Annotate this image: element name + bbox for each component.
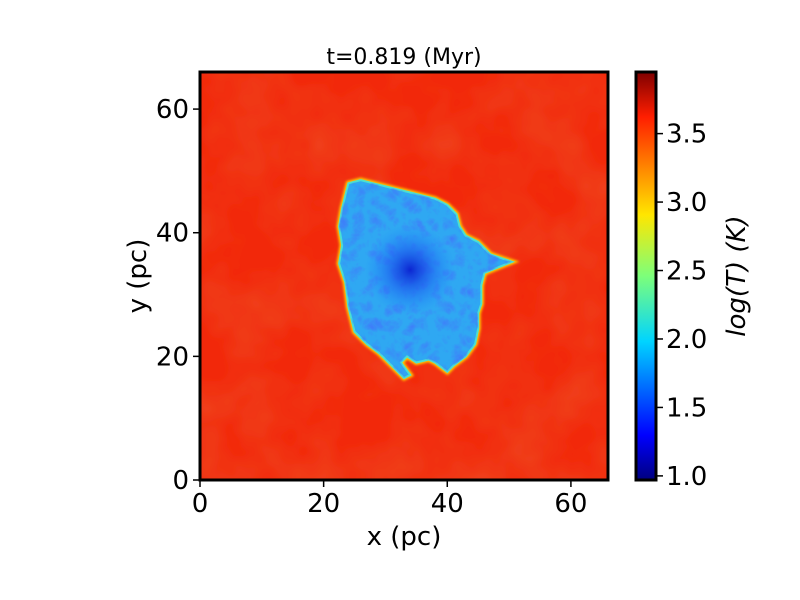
- y-axis-label: y (pc): [123, 239, 153, 314]
- colorbar-tick-label: 3.0: [666, 188, 707, 218]
- colorbar-tick-label: 1.5: [666, 393, 707, 423]
- x-axis-label: x (pc): [367, 522, 442, 552]
- colorbar-tick-label: 2.0: [666, 325, 707, 355]
- heatmap: [200, 72, 608, 480]
- chart-title: t=0.819 (Myr): [326, 45, 481, 70]
- plot-frame: [198, 70, 610, 482]
- x-tick-label: 20: [307, 489, 340, 519]
- x-tick-label: 40: [431, 489, 464, 519]
- y-tick-label: 40: [156, 219, 189, 249]
- colorbar-tick-label: 1.0: [666, 462, 707, 492]
- x-tick-label: 0: [192, 489, 209, 519]
- y-tick-label: 60: [156, 95, 189, 125]
- cold-core: [365, 224, 456, 315]
- colorbar-gradient: [634, 70, 658, 482]
- y-tick-label: 0: [172, 466, 189, 496]
- colorbar-label: log(T) (K): [722, 215, 752, 336]
- colorbar: 1.0 1.5 2.0 2.5 3.0 3.5 log(T) (K): [634, 70, 752, 492]
- y-tick-label: 20: [156, 342, 189, 372]
- colorbar-tick-label: 2.5: [666, 257, 707, 287]
- x-axis: 0 20 40 60: [192, 480, 587, 519]
- colorbar-tick-label: 3.5: [666, 120, 707, 150]
- y-axis: 0 20 40 60: [156, 95, 200, 496]
- x-tick-label: 60: [554, 489, 587, 519]
- colorbar-ticks: 1.0 1.5 2.0 2.5 3.0 3.5: [656, 120, 707, 492]
